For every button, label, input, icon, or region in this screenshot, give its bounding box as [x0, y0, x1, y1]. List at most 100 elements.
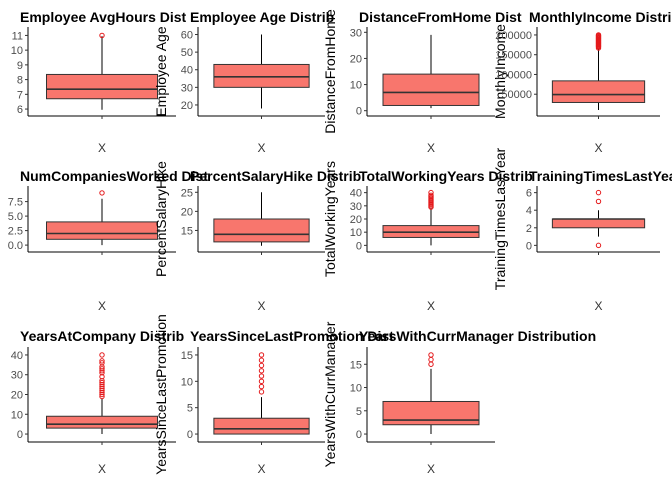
panel-title: Employee Age Distrib: [190, 9, 334, 25]
outlier-point: [99, 352, 105, 358]
outlier-point: [595, 32, 602, 38]
outlier-point: [258, 362, 265, 369]
y-axis-label: TrainingTimesLastYear: [492, 147, 508, 290]
outlier-point: [428, 189, 434, 196]
iqr-box: [213, 417, 310, 435]
panel-title: TotalWorkingYears Distrib: [359, 168, 533, 184]
y-tick-label: 10: [350, 80, 362, 92]
y-tick-label: 10: [11, 45, 23, 57]
y-tick-label: 40: [350, 188, 362, 200]
y-tick-label: 20: [11, 390, 23, 402]
y-axis-label: YearsWithCurrManager: [322, 321, 338, 467]
outlier-point: [99, 379, 105, 386]
outlier-point: [258, 368, 265, 374]
x-category-label: X: [594, 141, 602, 155]
y-tick-label: 9: [17, 60, 23, 72]
y-tick-label: 20: [350, 53, 362, 65]
y-tick-label: 40: [11, 350, 23, 362]
outlier-point: [99, 190, 105, 196]
y-axis-label: MonthlyIncome: [492, 24, 508, 119]
y-tick-label: 6: [526, 188, 532, 200]
y-tick-label: 30: [350, 201, 362, 213]
x-category-label: X: [427, 462, 435, 476]
y-axis-label: DistanceFromHome: [322, 9, 338, 134]
y-tick-label: 5: [187, 403, 193, 415]
x-category-label: X: [427, 141, 435, 155]
outlier-point: [595, 198, 602, 205]
y-tick-label: 2.5: [8, 226, 23, 238]
y-tick-label: 150000: [495, 50, 532, 62]
panel-title: YearsAtCompany Distrib: [20, 328, 184, 344]
y-tick-label: 2: [526, 223, 532, 235]
y-tick-label: 4: [526, 205, 532, 217]
y-tick-label: 6: [17, 104, 23, 116]
x-category-label: X: [257, 299, 265, 313]
y-tick-label: 40: [181, 65, 193, 77]
y-tick-label: 30: [350, 27, 362, 39]
iqr-box: [213, 63, 310, 88]
y-tick-label: 30: [11, 370, 23, 382]
x-category-label: X: [257, 141, 265, 155]
outlier-point: [428, 356, 434, 363]
y-tick-label: 25: [181, 187, 193, 199]
iqr-box: [551, 218, 646, 229]
panel-title: Employee AvgHours Dist: [20, 9, 187, 25]
iqr-box: [46, 73, 158, 100]
y-tick-label: 0: [17, 429, 23, 441]
y-tick-label: 8: [17, 75, 23, 87]
outlier-point: [258, 378, 265, 385]
y-axis-label: PercentSalaryHike: [153, 161, 169, 277]
iqr-box: [213, 218, 310, 243]
panel-title: TrainingTimesLastYear Dist: [529, 168, 672, 184]
x-category-label: X: [594, 299, 602, 313]
y-tick-label: 5: [356, 406, 362, 418]
y-tick-label: 20: [350, 214, 362, 226]
y-tick-label: 10: [11, 409, 23, 421]
panel-title: NumCompaniesWorked Dist: [20, 168, 208, 184]
box-plot-panel: NumCompaniesWorked DistNumCompaniesWorke…: [8, 168, 209, 313]
iqr-box: [382, 73, 480, 106]
panel-title: DistanceFromHome Dist: [359, 9, 522, 25]
outlier-point: [428, 361, 434, 367]
x-category-label: X: [427, 299, 435, 313]
y-tick-label: 10: [350, 383, 362, 395]
panel-title: YearsWithCurrManager Distribution: [359, 328, 596, 344]
y-tick-label: 0: [187, 429, 193, 441]
y-tick-label: 10: [181, 376, 193, 388]
y-tick-label: 20: [181, 100, 193, 112]
box-plot-panel: YearsAtCompany DistribYearsAtCompany0102…: [11, 328, 184, 476]
panel-title: PercentSalaryHike Distrib: [190, 168, 361, 184]
y-tick-label: 0: [356, 106, 362, 118]
y-tick-label: 0.0: [8, 240, 23, 252]
y-tick-label: 60: [181, 30, 193, 42]
iqr-box: [46, 415, 158, 429]
y-tick-label: 100000: [495, 69, 532, 81]
y-tick-label: 7: [17, 89, 23, 101]
y-axis-label: YearsSinceLastPromotion: [153, 314, 169, 475]
outlier-point: [428, 192, 434, 198]
box-plot-panel: TotalWorkingYears Distrib TotalWorkingYea…: [322, 161, 533, 313]
outlier-point: [99, 32, 105, 39]
box-plot-panel: TrainingTimesLastYear Dist TrainingTimesL…: [492, 147, 672, 313]
y-tick-label: 15: [181, 350, 193, 362]
y-tick-label: 0: [526, 240, 532, 252]
y-axis-label: Employee Age: [153, 26, 169, 116]
x-category-label: X: [98, 299, 106, 313]
outlier-point: [258, 389, 265, 395]
panel-title: MonthlyIncome Distrib: [529, 9, 672, 25]
y-tick-label: 11: [12, 30, 23, 42]
y-tick-label: 0: [356, 240, 362, 252]
outlier-point: [258, 373, 265, 379]
y-tick-label: 30: [181, 82, 193, 94]
x-category-label: X: [257, 462, 265, 476]
outlier-point: [99, 360, 105, 366]
panel-title: YearsSinceLastPromotion Dist: [190, 328, 394, 344]
outlier-point: [258, 357, 265, 363]
outlier-point: [595, 189, 602, 196]
y-tick-label: 0: [356, 429, 362, 441]
y-tick-label: 15: [181, 225, 193, 237]
y-tick-label: 200000: [495, 30, 532, 42]
outlier-point: [99, 366, 105, 372]
